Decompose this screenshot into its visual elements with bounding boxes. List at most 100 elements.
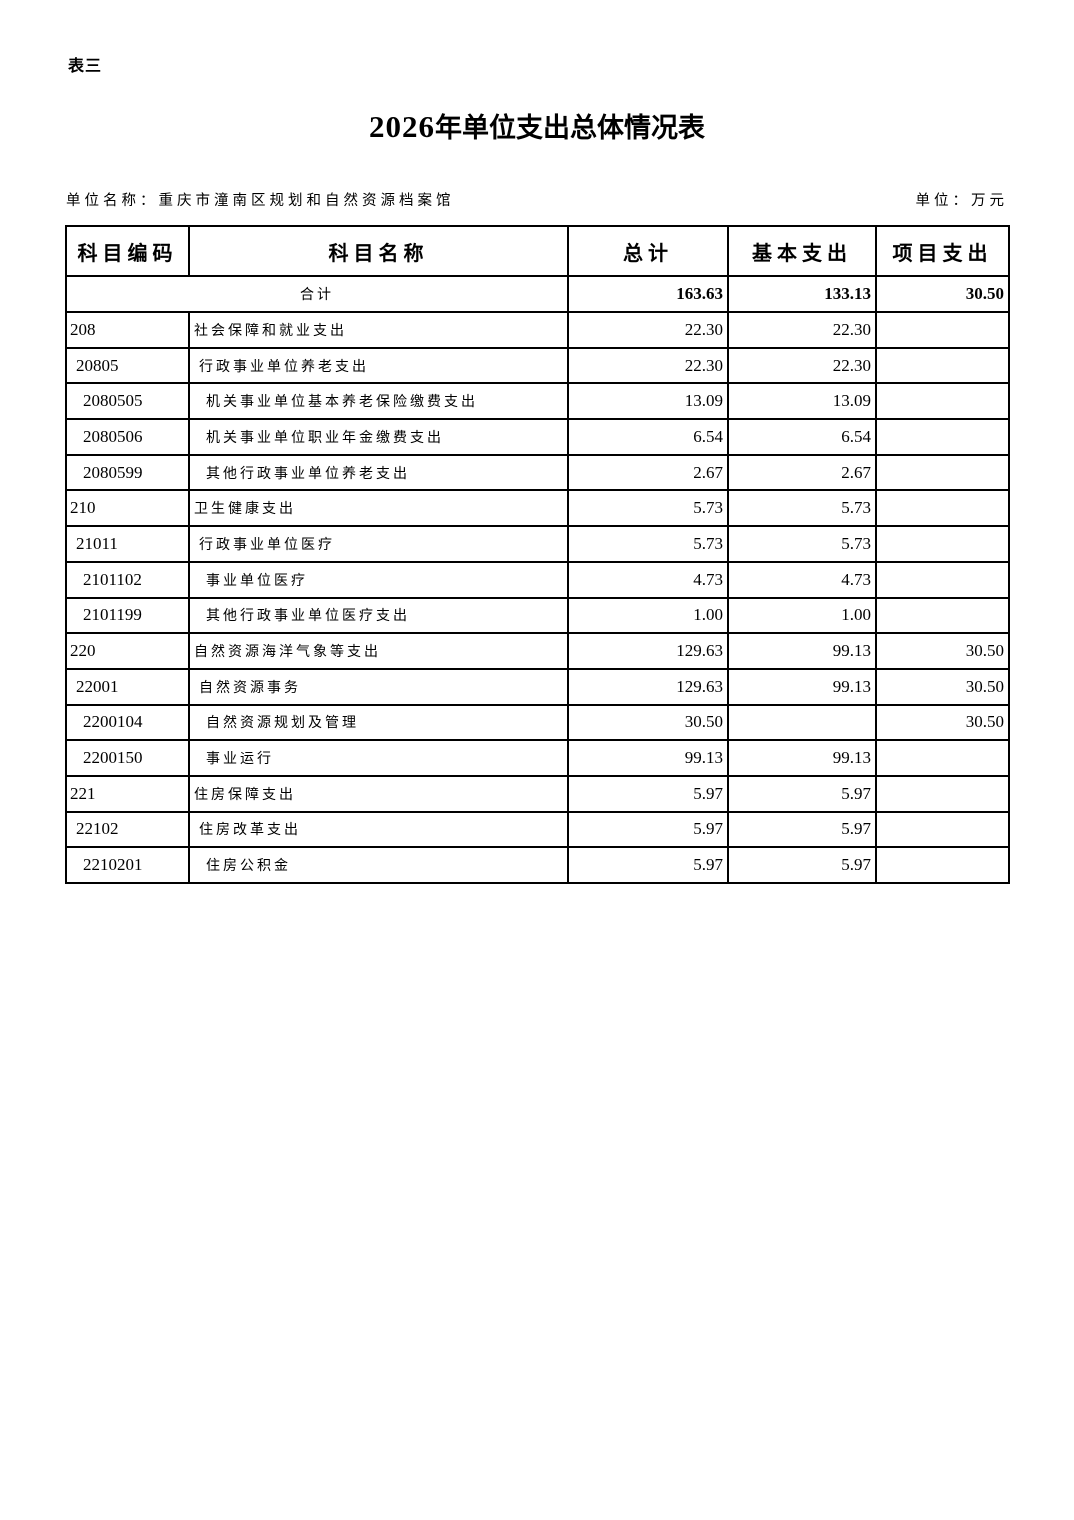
table-row: 208 社会保障和就业支出 22.30 22.30	[65, 311, 1010, 349]
cell-total: 5.97	[567, 810, 729, 849]
cell-code: 2080505	[65, 382, 190, 421]
cell-total: 129.63	[567, 667, 729, 706]
cell-total: 5.73	[567, 525, 729, 563]
cell-project	[875, 311, 1010, 349]
form-number-label: 表三	[68, 58, 103, 75]
cell-code: 22102	[65, 810, 190, 849]
cell-code: 2101102	[65, 560, 190, 599]
table-row: 2210201 住房公积金 5.97 5.97	[65, 846, 1010, 884]
cell-basic: 99.13	[727, 632, 877, 670]
cell-basic: 4.73	[727, 560, 877, 599]
table-row: 2080505 机关事业单位基本养老保险缴费支出 13.09 13.09	[65, 382, 1010, 421]
cell-name: 自然资源事务	[188, 667, 569, 706]
unit-measure-label: 单位：万元	[915, 193, 1008, 209]
cell-project	[875, 489, 1010, 528]
cell-basic: 5.97	[727, 774, 877, 813]
cell-basic: 22.30	[727, 346, 877, 385]
cell-code: 20805	[65, 346, 190, 385]
table-row: 2101102 事业单位医疗 4.73 4.73	[65, 560, 1010, 599]
table-row: 22102 住房改革支出 5.97 5.97	[65, 810, 1010, 849]
table-row: 2101199 其他行政事业单位医疗支出 1.00 1.00	[65, 596, 1010, 635]
table-body: 合计 163.63 133.13 30.50 208 社会保障和就业支出 22.…	[65, 275, 1010, 884]
cell-basic: 13.09	[727, 382, 877, 421]
cell-code: 21011	[65, 525, 190, 563]
table-row: 2080506 机关事业单位职业年金缴费支出 6.54 6.54	[65, 418, 1010, 456]
cell-code: 2080599	[65, 453, 190, 492]
column-header-basic: 基本支出	[727, 225, 877, 277]
table-header-row: 科目编码 科目名称 总计 基本支出 项目支出	[65, 225, 1010, 277]
cell-total: 99.13	[567, 739, 729, 777]
cell-name: 机关事业单位基本养老保险缴费支出	[188, 382, 569, 421]
column-header-code: 科目编码	[65, 225, 190, 277]
cell-code: 2200150	[65, 739, 190, 777]
table-row: 21011 行政事业单位医疗 5.73 5.73	[65, 525, 1010, 563]
cell-name: 自然资源规划及管理	[188, 703, 569, 742]
cell-name: 机关事业单位职业年金缴费支出	[188, 418, 569, 456]
table-meta-row: 单位名称：重庆市潼南区规划和自然资源档案馆 单位：万元	[66, 189, 1008, 210]
cell-total: 129.63	[567, 632, 729, 670]
unit-name-value: 重庆市潼南区规划和自然资源档案馆	[158, 193, 455, 209]
cell-project	[875, 846, 1010, 884]
column-header-project: 项目支出	[875, 225, 1010, 277]
total-row-basic: 133.13	[727, 275, 877, 313]
cell-name: 住房公积金	[188, 846, 569, 884]
total-row-project: 30.50	[875, 275, 1010, 313]
cell-project	[875, 418, 1010, 456]
cell-basic: 5.97	[727, 810, 877, 849]
cell-project: 30.50	[875, 632, 1010, 670]
cell-code: 220	[65, 632, 190, 670]
cell-total: 2.67	[567, 453, 729, 492]
table-row: 221 住房保障支出 5.97 5.97	[65, 774, 1010, 813]
cell-basic: 5.73	[727, 525, 877, 563]
cell-code: 208	[65, 311, 190, 349]
cell-project: 30.50	[875, 703, 1010, 742]
cell-name: 住房保障支出	[188, 774, 569, 813]
cell-name: 事业运行	[188, 739, 569, 777]
unit-name: 单位名称：重庆市潼南区规划和自然资源档案馆	[66, 189, 455, 210]
cell-project	[875, 525, 1010, 563]
table-row: 22001 自然资源事务 129.63 99.13 30.50	[65, 667, 1010, 706]
cell-basic: 5.73	[727, 489, 877, 528]
cell-basic: 1.00	[727, 596, 877, 635]
unit-name-label: 单位名称：	[66, 193, 159, 209]
total-row-total: 163.63	[567, 275, 729, 313]
cell-total: 22.30	[567, 346, 729, 385]
cell-name: 其他行政事业单位养老支出	[188, 453, 569, 492]
cell-project	[875, 596, 1010, 635]
cell-total: 13.09	[567, 382, 729, 421]
cell-basic: 99.13	[727, 739, 877, 777]
cell-project	[875, 453, 1010, 492]
cell-name: 社会保障和就业支出	[188, 311, 569, 349]
cell-project	[875, 382, 1010, 421]
cell-code: 2200104	[65, 703, 190, 742]
cell-project	[875, 560, 1010, 599]
cell-name: 行政事业单位医疗	[188, 525, 569, 563]
cell-code: 22001	[65, 667, 190, 706]
cell-name: 卫生健康支出	[188, 489, 569, 528]
page-title-text: 年单位支出总体情况表	[435, 113, 705, 143]
cell-basic: 99.13	[727, 667, 877, 706]
table-row: 2200104 自然资源规划及管理 30.50 30.50	[65, 703, 1010, 742]
page-title: 2026年单位支出总体情况表	[0, 107, 1074, 148]
table-row: 20805 行政事业单位养老支出 22.30 22.30	[65, 346, 1010, 385]
cell-total: 4.73	[567, 560, 729, 599]
cell-project: 30.50	[875, 667, 1010, 706]
table-row: 220 自然资源海洋气象等支出 129.63 99.13 30.50	[65, 632, 1010, 670]
cell-total: 6.54	[567, 418, 729, 456]
column-header-total: 总计	[567, 225, 729, 277]
cell-basic	[727, 703, 877, 742]
column-header-name: 科目名称	[188, 225, 569, 277]
table-row: 210 卫生健康支出 5.73 5.73	[65, 489, 1010, 528]
cell-code: 2210201	[65, 846, 190, 884]
cell-name: 住房改革支出	[188, 810, 569, 849]
total-row: 合计 163.63 133.13 30.50	[65, 275, 1010, 313]
cell-total: 30.50	[567, 703, 729, 742]
cell-code: 2080506	[65, 418, 190, 456]
expenditure-table: 科目编码 科目名称 总计 基本支出 项目支出 合计 163.63 133.13 …	[65, 225, 1010, 884]
cell-basic: 2.67	[727, 453, 877, 492]
table-row: 2080599 其他行政事业单位养老支出 2.67 2.67	[65, 453, 1010, 492]
cell-project	[875, 774, 1010, 813]
cell-total: 5.97	[567, 774, 729, 813]
cell-basic: 6.54	[727, 418, 877, 456]
